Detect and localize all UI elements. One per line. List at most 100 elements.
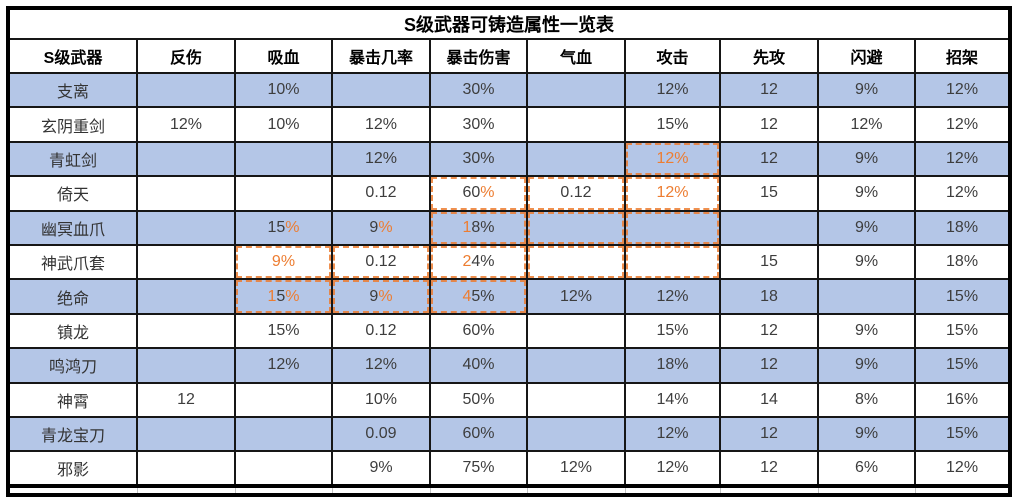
- column-header-4: 暴击伤害: [429, 38, 528, 74]
- value-cell: 15%: [913, 312, 1012, 350]
- table-row: 青龙宝刀 0.09 60% 12% 12 9% 15%: [7, 415, 1012, 453]
- value-cell: [526, 106, 626, 143]
- value-cell: 60%: [429, 415, 528, 453]
- weapon-name-cell: 邪影: [7, 450, 138, 487]
- value-cell: 15%: [234, 312, 333, 350]
- value-cell: 9%: [234, 243, 333, 281]
- value-cell: [526, 209, 626, 246]
- value-cell: 12%: [526, 450, 626, 487]
- value-cell: 30%: [429, 71, 528, 109]
- value-cell: 15%: [234, 209, 333, 246]
- value-cell: 0.12: [331, 312, 431, 350]
- value-cell: 10%: [331, 381, 431, 418]
- value-cell: 18%: [429, 209, 528, 246]
- value-cell: 9%: [817, 140, 916, 178]
- weapon-name-cell: 神霄: [7, 381, 138, 418]
- value-cell: [624, 243, 721, 281]
- value-cell: [234, 381, 333, 418]
- truncated-cell: [429, 483, 528, 496]
- value-cell: [526, 312, 626, 350]
- value-cell: 12%: [913, 175, 1012, 212]
- value-cell: 9%: [817, 209, 916, 246]
- table-row: 神武爪套 9% 0.12 24% 15 9% 18%: [7, 243, 1012, 281]
- value-cell: 10%: [234, 71, 333, 109]
- value-cell: 60%: [429, 312, 528, 350]
- value-cell: 12%: [526, 278, 626, 315]
- value-cell: 45%: [429, 278, 528, 315]
- page-title: S级武器可铸造属性一览表: [6, 7, 1012, 40]
- table-row: 镇龙 15% 0.12 60% 15% 12 9% 15%: [7, 312, 1012, 350]
- value-cell: 12%: [624, 278, 721, 315]
- value-cell: 15: [719, 243, 819, 281]
- value-cell: 15%: [913, 278, 1012, 315]
- value-cell: 12%: [913, 71, 1012, 109]
- value-cell: 12: [719, 312, 819, 350]
- value-cell: 9%: [817, 71, 916, 109]
- value-cell: 15%: [913, 415, 1012, 453]
- value-cell: [136, 140, 236, 178]
- weapon-name-cell: 倚天: [7, 175, 138, 212]
- value-cell: 0.12: [331, 175, 431, 212]
- value-cell: 18%: [913, 209, 1012, 246]
- value-cell: 16%: [913, 381, 1012, 418]
- weapon-name-cell: 幽冥血爪: [7, 209, 138, 246]
- value-cell: 18: [719, 278, 819, 315]
- value-cell: 9%: [817, 415, 916, 453]
- value-cell: 14: [719, 381, 819, 418]
- column-header-5: 气血: [526, 38, 626, 74]
- value-cell: 12%: [817, 106, 916, 143]
- value-cell: [136, 71, 236, 109]
- weapon-name-cell: 支离: [7, 71, 138, 109]
- weapon-name-cell: 青虹剑: [7, 140, 138, 178]
- value-cell: [136, 175, 236, 212]
- value-cell: 12%: [913, 450, 1012, 487]
- value-cell: [526, 71, 626, 109]
- value-cell: 8%: [817, 381, 916, 418]
- value-cell: 9%: [817, 175, 916, 212]
- truncated-cell: [7, 483, 138, 496]
- value-cell: 12%: [331, 140, 431, 178]
- value-cell: 12: [136, 381, 236, 418]
- value-cell: 12: [719, 106, 819, 143]
- value-cell: 12: [719, 347, 819, 384]
- value-cell: 12%: [331, 106, 431, 143]
- value-cell: 30%: [429, 106, 528, 143]
- value-cell: 12: [719, 71, 819, 109]
- value-cell: 12%: [624, 140, 721, 178]
- value-cell: [526, 347, 626, 384]
- value-cell: [331, 71, 431, 109]
- weapon-name-cell: 神武爪套: [7, 243, 138, 281]
- value-cell: 15%: [234, 278, 333, 315]
- value-cell: 9%: [331, 450, 431, 487]
- value-cell: 12: [719, 140, 819, 178]
- column-header-8: 闪避: [817, 38, 916, 74]
- value-cell: [719, 209, 819, 246]
- value-cell: 15%: [624, 106, 721, 143]
- value-cell: 9%: [331, 278, 431, 315]
- value-cell: 12%: [624, 175, 721, 212]
- value-cell: 12%: [624, 71, 721, 109]
- value-cell: 18%: [913, 243, 1012, 281]
- column-header-3: 暴击几率: [331, 38, 431, 74]
- weapon-name-cell: 镇龙: [7, 312, 138, 350]
- value-cell: [136, 450, 236, 487]
- value-cell: 14%: [624, 381, 721, 418]
- column-header-6: 攻击: [624, 38, 721, 74]
- table-row: 玄阴重剑 12% 10% 12% 30% 15% 12 12% 12%: [7, 106, 1012, 143]
- value-cell: 12%: [624, 415, 721, 453]
- column-header-7: 先攻: [719, 38, 819, 74]
- value-cell: 30%: [429, 140, 528, 178]
- value-cell: 40%: [429, 347, 528, 384]
- truncated-cell: [624, 483, 721, 496]
- value-cell: 12: [719, 450, 819, 487]
- value-cell: 9%: [331, 209, 431, 246]
- weapon-name-cell: 绝命: [7, 278, 138, 315]
- title-row: S级武器可铸造属性一览表: [6, 7, 1012, 40]
- column-header-0: S级武器: [7, 38, 138, 74]
- value-cell: [136, 415, 236, 453]
- value-cell: [624, 209, 721, 246]
- truncated-cell: [331, 483, 431, 496]
- value-cell: [526, 140, 626, 178]
- table-row: 鸣鸿刀 12% 12% 40% 18% 12 9% 15%: [7, 347, 1012, 384]
